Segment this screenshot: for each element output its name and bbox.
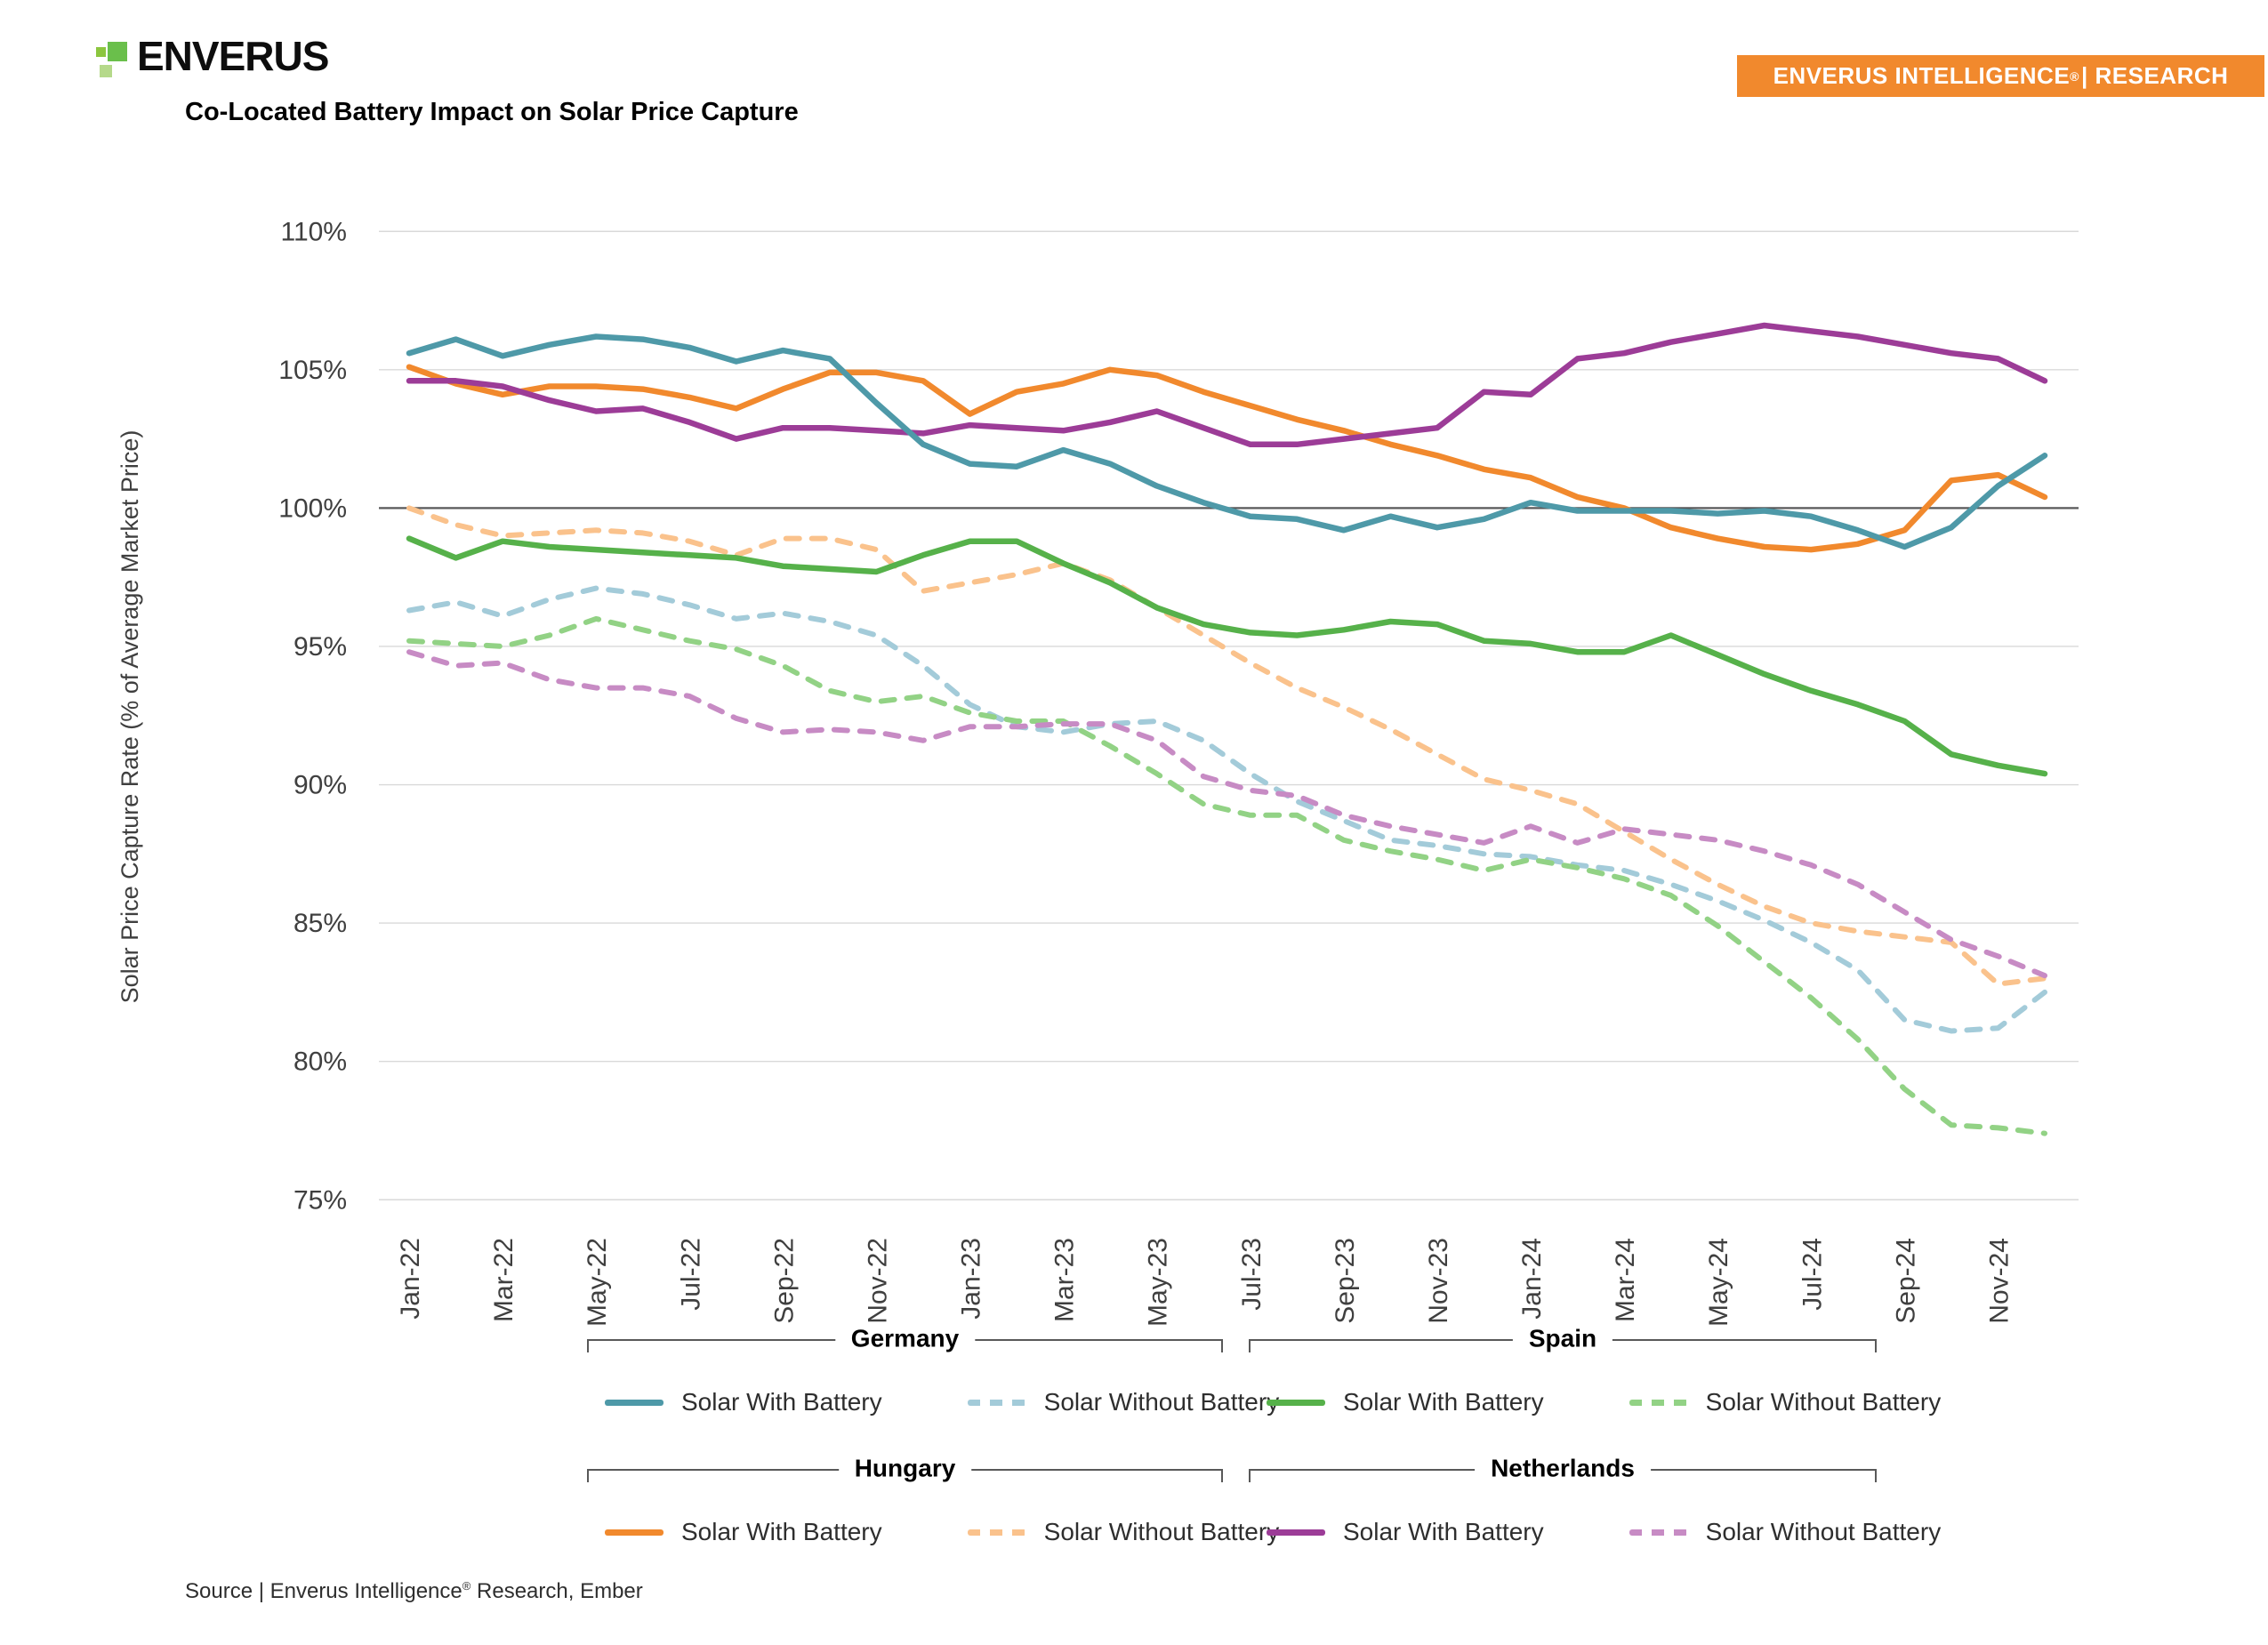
legend-group-title: Germany [834, 1324, 976, 1353]
legend-group-spain: Spain Solar With Battery Solar Without B… [1249, 1324, 1941, 1416]
legend-entry-label: Solar With Battery [1343, 1388, 1544, 1416]
x-tick-label: Jan-22 [396, 1238, 425, 1320]
source-registered-mark: ® [462, 1579, 471, 1593]
y-tick-label: 90% [294, 771, 347, 800]
x-tick-label: Nov-22 [863, 1238, 892, 1324]
legend-bracket: Spain [1249, 1324, 1877, 1353]
legend-entry: Solar With Battery [605, 1388, 882, 1416]
legend-entry-label: Solar Without Battery [1043, 1518, 1280, 1545]
x-tick-label: Mar-24 [1611, 1238, 1640, 1322]
legend-entry: Solar Without Battery [967, 1518, 1280, 1546]
badge-text-suffix: | RESEARCH [2081, 62, 2229, 89]
y-tick-label: 75% [294, 1185, 347, 1215]
source-note: Source | Enverus Intelligence® Research,… [185, 1579, 643, 1604]
x-tick-label: Sep-24 [1891, 1238, 1920, 1324]
y-tick-label: 95% [294, 632, 347, 662]
legend-entry-label: Solar Without Battery [1705, 1518, 1942, 1545]
x-tick-labels: Jan-22 Mar-22 May-22 Jul-22 Sep-22 Nov-22 Jan-… [396, 1238, 2014, 1327]
chart-title: Co-Located Battery Impact on Solar Price… [185, 98, 799, 126]
y-tick-labels: 110% 105% 100% 95% 90% 85% 80% 75% [278, 217, 347, 1215]
x-tick-label: Nov-23 [1424, 1238, 1453, 1324]
legend-entry: Solar With Battery [1267, 1518, 1544, 1546]
x-tick-label: Sep-23 [1331, 1238, 1360, 1324]
y-tick-label: 85% [294, 909, 347, 938]
legend-group-title: Spain [1512, 1324, 1613, 1353]
legend-swatch-dashed-line [967, 1399, 1026, 1406]
legend-entry: Solar With Battery [1267, 1388, 1544, 1416]
gridlines [379, 230, 2079, 1200]
legend-entry: Solar With Battery [605, 1518, 882, 1546]
x-tick-label: Mar-23 [1050, 1238, 1080, 1322]
legend-group-germany: Germany Solar With Battery Solar Without… [587, 1324, 1279, 1416]
legend-swatch-dashed-line [967, 1529, 1026, 1536]
legend-swatch-solid-line [1267, 1399, 1325, 1406]
legend-entry-label: Solar With Battery [681, 1518, 882, 1545]
series-line-spain-with-battery [406, 535, 2048, 777]
enverus-logo-text: ENVERUS [137, 33, 329, 79]
x-tick-label: Mar-22 [489, 1238, 519, 1322]
series-line-netherlands-with-battery [406, 322, 2048, 448]
legend-entry: Solar Without Battery [1629, 1388, 1942, 1416]
x-tick-label: Nov-24 [1984, 1238, 2014, 1324]
y-tick-label: 105% [278, 356, 347, 385]
legend-group-netherlands: Netherlands Solar With Battery Solar Wit… [1249, 1454, 1941, 1546]
enverus-logo-icon [96, 31, 135, 81]
legend-entry: Solar Without Battery [967, 1388, 1280, 1416]
series-line-spain-without-battery [406, 615, 2047, 1136]
legend-bracket: Netherlands [1249, 1454, 1877, 1483]
series-lines [406, 322, 2048, 1136]
legend-swatch-dashed-line [1629, 1399, 1688, 1406]
legend-swatch-solid-line [1267, 1529, 1325, 1536]
series-line-germany-with-battery [406, 333, 2048, 550]
enverus-logo: ENVERUS [96, 30, 329, 82]
series-line-netherlands-without-battery [406, 649, 2047, 979]
legend-entry-label: Solar With Battery [1343, 1518, 1544, 1545]
series-line-hungary-with-battery [406, 364, 2048, 553]
y-tick-label: 100% [278, 494, 347, 523]
x-tick-label: Jul-22 [676, 1238, 705, 1311]
x-tick-label: Jan-23 [957, 1238, 986, 1320]
x-tick-label: Jul-23 [1237, 1238, 1267, 1311]
source-prefix: Source | Enverus Intelligence [185, 1579, 462, 1603]
source-suffix: Research, Ember [470, 1579, 643, 1603]
series-line-germany-without-battery [406, 585, 2047, 1034]
legend-entry: Solar Without Battery [1629, 1518, 1942, 1546]
x-tick-label: Jul-24 [1798, 1238, 1827, 1311]
series-line-hungary-without-battery [406, 505, 2047, 987]
legend-group-title: Hungary [838, 1454, 972, 1483]
badge-text-main: ENVERUS INTELLIGENCE [1773, 62, 2071, 89]
legend-group-hungary: Hungary Solar With Battery Solar Without… [587, 1454, 1279, 1546]
legend-bracket: Hungary [587, 1454, 1223, 1483]
x-tick-label: Jan-24 [1517, 1238, 1547, 1320]
y-tick-label: 80% [294, 1047, 347, 1077]
y-tick-label: 110% [280, 217, 347, 246]
x-tick-label: Sep-22 [769, 1238, 799, 1324]
legend-entry-label: Solar Without Battery [1705, 1388, 1942, 1416]
badge-registered-mark: ® [2070, 68, 2079, 84]
legend-bracket: Germany [587, 1324, 1223, 1353]
legend-swatch-dashed-line [1629, 1529, 1688, 1536]
legend-swatch-solid-line [605, 1529, 664, 1536]
legend-entry-label: Solar Without Battery [1043, 1388, 1280, 1416]
intelligence-research-badge: ENVERUS INTELLIGENCE ® | RESEARCH [1737, 55, 2264, 97]
legend-swatch-solid-line [605, 1399, 664, 1406]
legend-group-title: Netherlands [1475, 1454, 1651, 1483]
x-tick-label: May-24 [1704, 1238, 1733, 1327]
legend-entry-label: Solar With Battery [681, 1388, 882, 1416]
x-tick-label: May-22 [583, 1238, 612, 1327]
x-tick-label: May-23 [1144, 1238, 1173, 1327]
